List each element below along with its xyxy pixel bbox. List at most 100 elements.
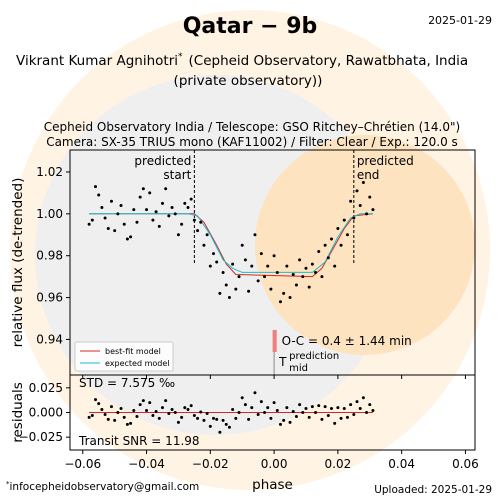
data-point (288, 420, 292, 424)
data-point (202, 418, 206, 422)
data-point (135, 220, 139, 224)
data-point (129, 235, 133, 239)
data-point (119, 203, 123, 207)
data-point (333, 421, 337, 425)
data-point (301, 275, 305, 279)
oc-bar (272, 330, 277, 352)
data-point (205, 411, 209, 415)
data-point (173, 212, 177, 216)
data-point (345, 415, 349, 419)
data-point (349, 199, 353, 203)
x-axis-label: phase (252, 477, 293, 493)
data-point (160, 406, 164, 410)
data-point (122, 222, 126, 226)
data-point (212, 416, 216, 420)
data-point (243, 258, 247, 262)
model-line (89, 213, 373, 273)
data-point (138, 195, 142, 199)
legend-box (74, 341, 174, 372)
data-point (307, 415, 311, 419)
data-point (164, 187, 168, 191)
data-point (100, 206, 104, 210)
y-tick-label: −0.025 (19, 430, 63, 444)
data-point (224, 283, 228, 287)
data-point (250, 406, 254, 410)
data-point (208, 264, 212, 268)
y-tick-label: 1.02 (36, 165, 63, 179)
data-point (358, 203, 362, 207)
data-point (164, 399, 168, 403)
data-point (266, 264, 270, 268)
data-point (294, 283, 298, 287)
x-tick-label: −0.04 (128, 457, 165, 471)
data-point (352, 216, 356, 220)
data-point (87, 415, 91, 419)
data-point (298, 403, 302, 407)
data-point (176, 233, 180, 237)
data-point (304, 266, 308, 270)
data-point (237, 411, 241, 414)
data-point (103, 412, 107, 416)
observer: Vikrant Kumar Agnihotri (16, 53, 178, 69)
data-point (355, 189, 359, 193)
data-point (310, 262, 314, 266)
data-point (218, 291, 222, 295)
data-point (183, 406, 187, 410)
x-tick-label: −0.06 (64, 457, 101, 471)
y-tick-label: 0.94 (36, 332, 63, 346)
data-point (266, 406, 270, 410)
logo-disk-2 (255, 135, 475, 355)
data-point (109, 405, 113, 409)
data-point (278, 422, 282, 426)
data-point (170, 206, 174, 210)
data-point (365, 411, 369, 414)
mid-sup: prediction (289, 351, 339, 362)
data-point (97, 402, 101, 406)
data-point (291, 410, 295, 414)
data-point (154, 210, 158, 214)
annotation: STD = 7.575 ‰ (79, 376, 175, 390)
data-point (291, 273, 295, 277)
model-line (89, 213, 374, 278)
data-point (208, 424, 212, 428)
predicted-label: start (163, 168, 191, 182)
data-point (97, 193, 101, 197)
data-point (361, 396, 365, 400)
data-point (196, 229, 200, 233)
x-tick-label: −0.02 (192, 457, 229, 471)
data-point (342, 407, 346, 411)
data-point (358, 407, 362, 411)
data-point (196, 416, 200, 420)
data-point (90, 218, 94, 222)
data-point (272, 254, 276, 258)
data-point (170, 408, 174, 412)
y-tick-label: 0.025 (29, 381, 63, 395)
data-point (221, 418, 225, 422)
footnote-mark: * (6, 480, 10, 488)
observer-mark: * (178, 52, 183, 62)
data-point (94, 398, 98, 402)
data-point (157, 224, 161, 228)
observer-line: Vikrant Kumar Agnihotri* (Cepheid Observa… (16, 52, 468, 69)
email: infocepheidobservatory@gmail.com (10, 481, 200, 493)
data-point (275, 409, 279, 413)
data-point (90, 413, 94, 417)
data-point (180, 222, 184, 226)
data-point (231, 408, 235, 412)
data-point (263, 411, 267, 414)
data-point (240, 243, 244, 247)
data-point (106, 226, 110, 230)
data-point (227, 296, 231, 300)
legend-label: best-fit model (105, 347, 161, 356)
data-point (145, 409, 149, 413)
data-point (320, 275, 324, 279)
data-point (282, 291, 286, 295)
data-point (113, 418, 117, 422)
data-point (189, 404, 193, 408)
data-point (361, 180, 365, 184)
data-point (355, 400, 359, 404)
data-point (310, 405, 314, 409)
data-point (125, 237, 129, 241)
data-point (125, 422, 129, 426)
data-point (212, 252, 216, 256)
